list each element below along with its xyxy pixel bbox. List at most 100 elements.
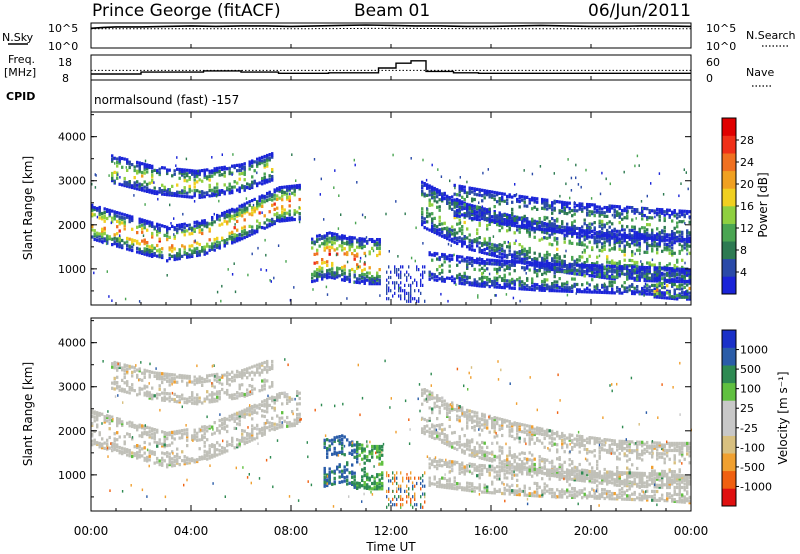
power-cell-3112 (458, 193, 461, 197)
power-cell-1421 (443, 234, 446, 238)
power-cell-1337 (423, 217, 426, 221)
power-cell-3731 (673, 209, 676, 213)
power-cell-3169 (478, 205, 481, 210)
power-cell-87 (116, 214, 119, 218)
power-cell-311 (193, 227, 196, 232)
power-cell-3940 (440, 292, 442, 296)
power-cell-1451 (451, 237, 454, 241)
power-cell-3273 (516, 197, 519, 202)
power-cell-300 (191, 251, 194, 255)
power-cell-93 (118, 238, 121, 242)
power-cell-485 (248, 233, 251, 237)
power-cell-863 (198, 195, 201, 199)
velocity-cell-202 (161, 444, 164, 448)
power-cell-574 (276, 189, 279, 193)
power-cell-2880 (608, 264, 611, 268)
power-cell-3628 (638, 227, 641, 231)
power-cell-1074 (316, 252, 319, 256)
power-cell-2415 (433, 253, 436, 257)
power-cell-2889 (613, 291, 616, 295)
power-cell-2166 (631, 271, 634, 275)
power-cell-1817 (543, 223, 546, 227)
power-cell-2070 (606, 237, 609, 241)
power-cell-775 (161, 166, 164, 170)
power-cell-3652 (646, 223, 649, 227)
power-cell-2101 (613, 261, 616, 265)
power-cell-4081 (95, 174, 97, 177)
power-cell-492 (251, 230, 254, 234)
power-cell-4025 (175, 164, 177, 167)
velocity-cell-702 (156, 373, 159, 377)
power-cell-2214 (641, 262, 644, 267)
power-cell-1482 (458, 239, 461, 243)
power-cell-2182 (633, 243, 636, 247)
power-cell-778 (163, 187, 166, 191)
power-cell-2701 (541, 264, 544, 268)
power-cell-1714 (518, 253, 521, 257)
power-cell-3632 (641, 233, 644, 237)
power-cell-402 (226, 241, 229, 245)
power-cell-3370 (551, 204, 554, 208)
power-cell-3463 (583, 232, 586, 236)
power-cell-85 (116, 225, 119, 229)
power-cell-494 (251, 225, 254, 229)
power-cell-2735 (553, 289, 556, 293)
power-cell-18 (96, 233, 99, 237)
power-cell-355 (208, 248, 211, 252)
power-cell-2949 (636, 267, 639, 271)
power-cell-3289 (523, 204, 526, 208)
power-cell-3578 (621, 233, 624, 237)
power-cell-3123 (463, 213, 466, 217)
power-cell-2896 (616, 286, 619, 290)
power-cell-2648 (523, 287, 526, 291)
velocity-cell-66 (113, 444, 116, 448)
power-cell-4000 (543, 236, 545, 239)
velocity-cell-107 (128, 450, 131, 454)
power-cell-527 (261, 199, 264, 203)
velocity-cell-245 (173, 437, 176, 441)
power-cell-3094 (688, 270, 691, 274)
power-cell-89 (118, 245, 121, 249)
power-cell-4060 (454, 186, 456, 190)
power-cell-960 (238, 188, 241, 192)
power-cell-1715 (518, 251, 521, 255)
power-cell-2450 (451, 278, 454, 283)
power-cell-3905 (410, 275, 412, 280)
power-cell-430 (233, 238, 236, 242)
power-cell-4077 (298, 220, 301, 224)
power-cell-1958 (581, 271, 584, 275)
power-cell-2059 (603, 237, 606, 241)
velocity-cell-195 (158, 441, 161, 445)
power-cell-69 (111, 216, 114, 220)
power-cell-3181 (483, 217, 486, 221)
power-cell-3756 (683, 215, 686, 219)
power-cell-2102 (613, 247, 616, 251)
power-cell-118 (126, 236, 129, 240)
power-cell-2461 (456, 254, 459, 259)
power-cell-736 (146, 188, 149, 192)
velocity-cell-267 (183, 462, 186, 466)
velocity-cell-55 (108, 418, 111, 422)
power-cell-919 (218, 189, 221, 193)
power-cell-2748 (556, 269, 559, 273)
power-cell-3716 (671, 237, 674, 241)
power-cell-2473 (461, 259, 464, 263)
power-cell-1417 (441, 195, 444, 199)
power-cell-2641 (518, 280, 521, 284)
power-cell-3075 (683, 291, 686, 295)
power-cell-592 (281, 194, 284, 198)
power-cell-1052 (271, 152, 274, 156)
power-cell-3676 (656, 232, 659, 236)
power-cell-3341 (543, 205, 546, 209)
power-cell-2225 (646, 279, 649, 283)
power-cell-2117 (616, 237, 619, 241)
power-cell-3069 (681, 275, 684, 279)
power-cell-3134 (468, 214, 471, 218)
power-cell-1415 (441, 199, 444, 203)
power-cell-705 (136, 183, 139, 187)
power-cell-2575 (496, 269, 499, 273)
power-cell-3556 (613, 215, 616, 219)
velocity-cell-670 (143, 393, 146, 397)
power-cell-2385 (686, 248, 689, 252)
power-cell-1107 (326, 276, 329, 280)
